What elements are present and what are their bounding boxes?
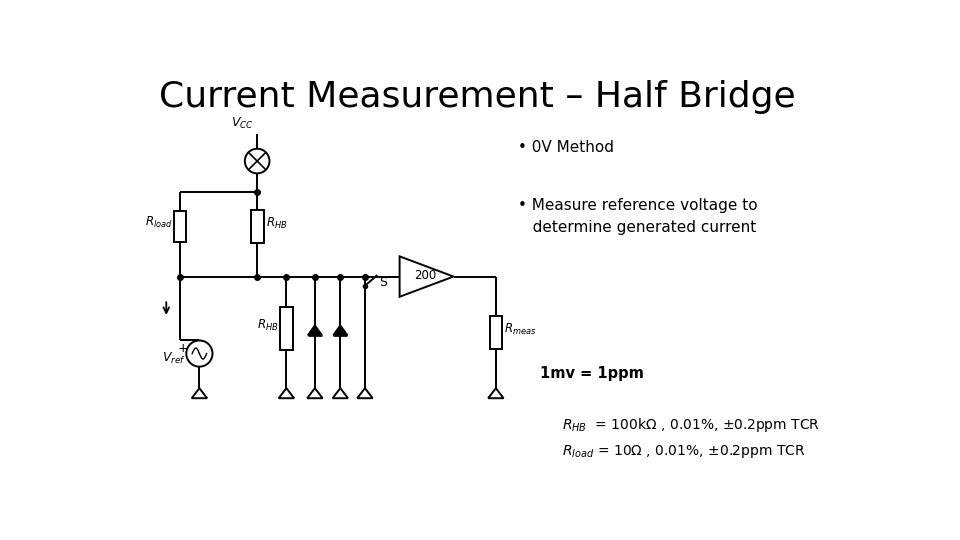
Text: $R_{load}$ = 10Ω , 0.01%, ±0.2ppm TCR: $R_{load}$ = 10Ω , 0.01%, ±0.2ppm TCR — [563, 443, 805, 460]
Text: • Measure reference voltage to
   determine generated current: • Measure reference voltage to determine… — [517, 198, 757, 235]
Polygon shape — [278, 388, 294, 398]
Text: • 0V Method: • 0V Method — [517, 140, 613, 154]
Circle shape — [186, 340, 212, 367]
Text: $R_{HB}$: $R_{HB}$ — [266, 216, 287, 231]
Polygon shape — [333, 326, 348, 335]
Text: $R_{HB}$  = 100kΩ , 0.01%, ±0.2ppm TCR: $R_{HB}$ = 100kΩ , 0.01%, ±0.2ppm TCR — [563, 416, 820, 434]
Text: 200: 200 — [414, 268, 436, 281]
Bar — [251, 211, 264, 242]
Text: $R_{HB}$: $R_{HB}$ — [257, 318, 278, 333]
Polygon shape — [332, 388, 348, 398]
Text: $V_{ref}$: $V_{ref}$ — [162, 352, 186, 367]
Bar — [174, 211, 186, 242]
Text: S: S — [379, 276, 387, 289]
Bar — [280, 307, 293, 350]
Polygon shape — [488, 388, 504, 398]
Bar — [490, 316, 502, 348]
Circle shape — [245, 148, 270, 173]
Polygon shape — [307, 388, 323, 398]
Polygon shape — [399, 256, 453, 297]
Text: $R_{meas}$: $R_{meas}$ — [504, 322, 537, 337]
Text: $R_{load}$: $R_{load}$ — [145, 215, 173, 230]
Text: Current Measurement – Half Bridge: Current Measurement – Half Bridge — [159, 80, 796, 114]
Text: 1mv = 1ppm: 1mv = 1ppm — [540, 366, 644, 381]
Text: $V_{CC}$: $V_{CC}$ — [231, 116, 254, 131]
Polygon shape — [308, 326, 322, 335]
Text: +: + — [178, 342, 188, 355]
Polygon shape — [357, 388, 372, 398]
Polygon shape — [192, 388, 207, 398]
